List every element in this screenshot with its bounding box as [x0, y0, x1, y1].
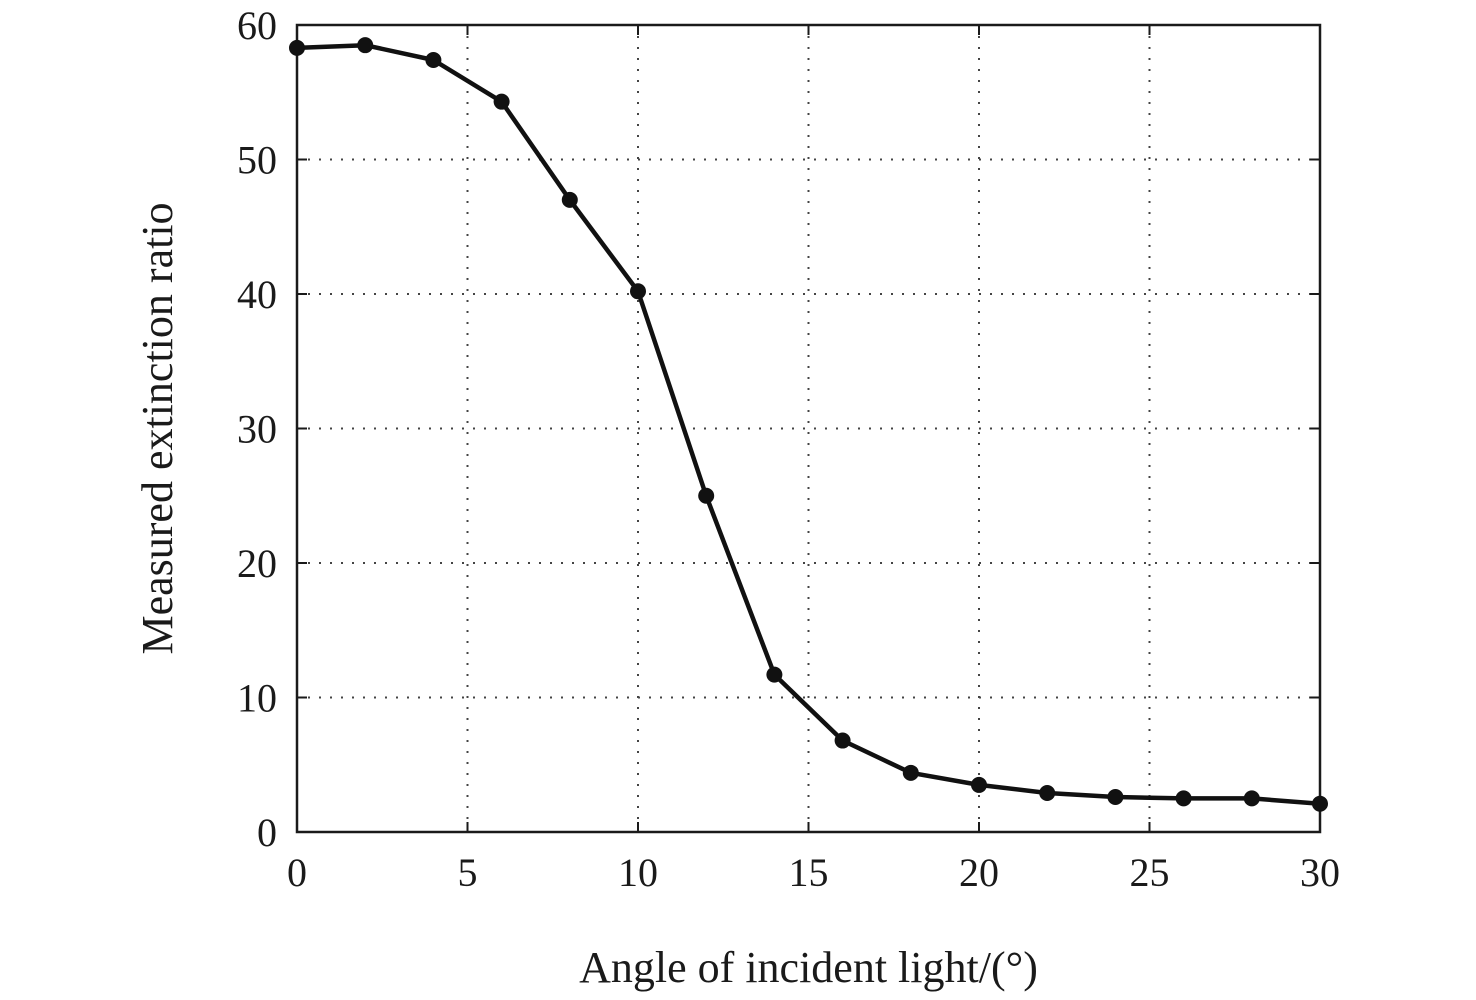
x-tick-label: 25	[1130, 850, 1170, 895]
y-tick-label: 20	[237, 541, 277, 586]
data-point	[425, 51, 442, 68]
data-point	[493, 93, 510, 110]
y-tick-label: 40	[237, 272, 277, 317]
data-point	[357, 37, 374, 54]
x-axis-label: Angle of incident light/(°)	[579, 943, 1038, 992]
y-tick-label: 0	[257, 810, 277, 855]
data-point	[1175, 790, 1192, 807]
x-tick-labels: 0 5 10 15 20 25 30	[287, 850, 1340, 895]
series-layer	[289, 37, 1328, 812]
x-tick-label: 5	[458, 850, 478, 895]
data-point	[902, 764, 919, 781]
data-point	[289, 39, 305, 56]
data-point	[561, 191, 578, 208]
y-tick-labels: 0 10 20 30 40 50 60	[237, 3, 277, 855]
x-tick-label: 30	[1300, 850, 1340, 895]
data-point	[1107, 789, 1124, 806]
data-point	[971, 776, 987, 793]
data-point	[1243, 790, 1260, 807]
x-tick-label: 15	[789, 850, 829, 895]
x-tick-label: 10	[618, 850, 658, 895]
x-tick-label: 0	[287, 850, 307, 895]
y-tick-label: 60	[237, 3, 277, 48]
data-point	[1312, 795, 1328, 812]
data-point	[1039, 784, 1056, 801]
y-tick-label: 50	[237, 138, 277, 183]
grid-lines	[297, 25, 1320, 832]
x-tick-label: 20	[959, 850, 999, 895]
data-point	[766, 666, 783, 683]
data-point	[834, 732, 851, 749]
series-line-1	[294, 42, 1323, 807]
y-tick-label: 30	[237, 407, 277, 452]
y-axis-label: Measured extinction ratio	[133, 202, 182, 654]
y-tick-label: 10	[237, 676, 277, 721]
plot-frame	[295, 23, 1322, 834]
data-point	[698, 487, 715, 504]
data-point	[630, 283, 646, 300]
